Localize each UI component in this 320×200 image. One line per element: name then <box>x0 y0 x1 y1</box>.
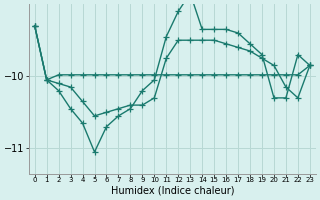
X-axis label: Humidex (Indice chaleur): Humidex (Indice chaleur) <box>110 186 234 196</box>
